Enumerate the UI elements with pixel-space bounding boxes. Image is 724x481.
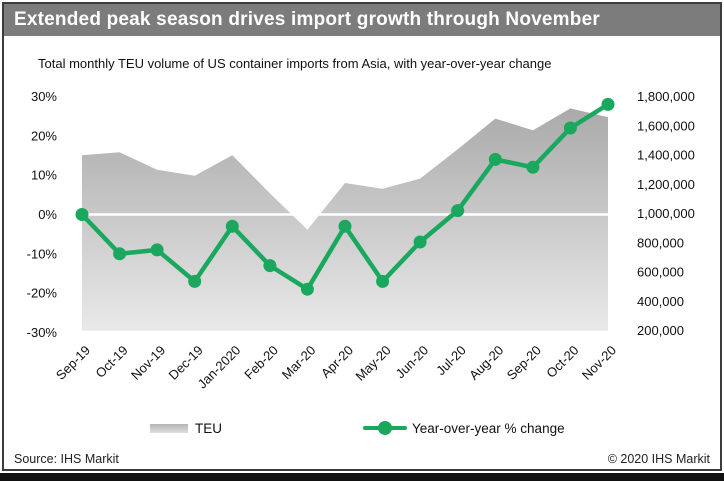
teu-area-swatch [150, 423, 188, 433]
page-title: Extended peak season drives import growt… [14, 9, 600, 30]
legend-item-yoy: Year-over-year % change [363, 420, 565, 436]
legend-item-teu: TEU [150, 420, 222, 436]
copyright-note: © 2020 IHS Markit [607, 452, 710, 466]
right-axis-tick: 1,400,000 [637, 148, 695, 163]
right-axis-tick: 1,800,000 [637, 89, 695, 104]
yoy-marker-May-20 [376, 274, 390, 288]
yoy-marker-Mar-20 [300, 282, 314, 296]
yoy-marker-Oct-20 [563, 121, 577, 135]
right-axis-tick: 400,000 [637, 294, 684, 309]
title-bar: Extended peak season drives import growt… [4, 4, 720, 36]
yoy-marker-Oct-19 [113, 247, 127, 261]
left-axis-tick: -20% [27, 286, 58, 301]
legend-label-teu: TEU [195, 420, 222, 436]
left-axis-tick: 20% [31, 128, 57, 143]
left-axis-tick: -10% [27, 246, 58, 261]
yoy-marker-Jan-2020 [225, 219, 239, 233]
right-axis-tick: 1,600,000 [637, 118, 695, 133]
legend-label-yoy: Year-over-year % change [412, 420, 565, 436]
yoy-marker-Jul-20 [451, 204, 465, 218]
yoy-marker-Apr-20 [338, 219, 352, 233]
left-axis-tick: 0% [38, 207, 57, 222]
yoy-marker-Feb-20 [263, 259, 277, 273]
right-axis-tick: 800,000 [637, 235, 684, 250]
yoy-marker-Sep-20 [526, 160, 540, 174]
teu-area-shape [82, 108, 608, 331]
right-axis-tick: 1,200,000 [637, 177, 695, 192]
chart-frame-border [2, 2, 722, 471]
right-axis-tick: 1,000,000 [637, 206, 695, 221]
yoy-marker-Dec-19 [188, 274, 202, 288]
yoy-marker-Aug-20 [488, 152, 502, 166]
yoy-marker-Nov-19 [150, 243, 164, 257]
yoy-marker-Nov-20 [601, 97, 615, 111]
yoy-marker-Jun-20 [413, 235, 427, 249]
yoy-swatch-marker-dot [378, 421, 392, 435]
yoy-line-swatch [363, 421, 407, 435]
chart-subtitle: Total monthly TEU volume of US container… [38, 56, 552, 71]
left-axis-tick: 30% [31, 89, 57, 104]
left-axis-tick: -30% [27, 325, 58, 340]
right-axis-tick: 200,000 [637, 323, 684, 338]
right-axis-tick: 600,000 [637, 265, 684, 280]
yoy-marker-Sep-19 [75, 208, 89, 221]
bottom-border-bar [0, 473, 724, 481]
source-note: Source: IHS Markit [14, 452, 119, 466]
left-axis-tick: 10% [31, 168, 57, 183]
